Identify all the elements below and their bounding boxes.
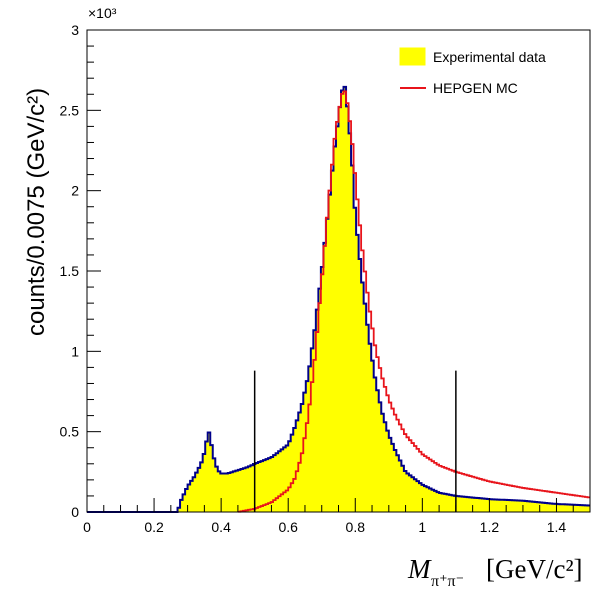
legend-swatch-experimental-data bbox=[399, 47, 426, 66]
y-tick-label: 0.5 bbox=[60, 424, 80, 440]
x-axis-ticks: 0 0.2 0.4 0.6 0.8 1 1.2 1.4 bbox=[83, 498, 591, 535]
series-experimental-data-outline bbox=[87, 85, 590, 513]
x-tick-label: 1 bbox=[418, 519, 426, 535]
y-tick-label: 1.5 bbox=[60, 263, 80, 279]
y-tick-label: 2 bbox=[71, 183, 79, 199]
x-tick-label: 0 bbox=[83, 519, 91, 535]
x-tick-label: 1.2 bbox=[480, 519, 500, 535]
x-tick-label: 0.2 bbox=[144, 519, 164, 535]
x-axis-label: M π⁺π⁻ [GeV/c²] bbox=[407, 554, 583, 590]
y-tick-label: 3 bbox=[71, 22, 79, 38]
y-tick-label: 2.5 bbox=[60, 102, 80, 118]
x-tick-label: 0.6 bbox=[278, 519, 298, 535]
x-tick-label: 0.4 bbox=[211, 519, 231, 535]
y-exponent-label: ×10³ bbox=[88, 5, 117, 21]
x-tick-label: 1.4 bbox=[547, 519, 567, 535]
legend: Experimental data HEPGEN MC bbox=[399, 47, 546, 96]
x-axis-label-main: M bbox=[407, 554, 432, 584]
cut-lines bbox=[253, 370, 457, 512]
x-tick-label: 0.8 bbox=[346, 519, 366, 535]
y-axis-label: counts/0.0075 (GeV/c²) bbox=[23, 88, 50, 336]
y-tick-label: 1 bbox=[71, 343, 79, 359]
legend-label-experimental-data: Experimental data bbox=[433, 49, 546, 65]
series-experimental-data-fill bbox=[87, 86, 590, 512]
legend-label-hepgen-mc: HEPGEN MC bbox=[433, 80, 518, 96]
series-hepgen-mc-line bbox=[237, 90, 590, 513]
plot-area bbox=[87, 85, 590, 513]
x-axis-label-subscript: π⁺π⁻ bbox=[431, 573, 464, 590]
y-axis-ticks: 0 0.5 1 1.5 2 2.5 3 bbox=[60, 22, 101, 520]
y-tick-label: 0 bbox=[71, 504, 79, 520]
x-axis-label-unit: [GeV/c²] bbox=[486, 554, 583, 584]
